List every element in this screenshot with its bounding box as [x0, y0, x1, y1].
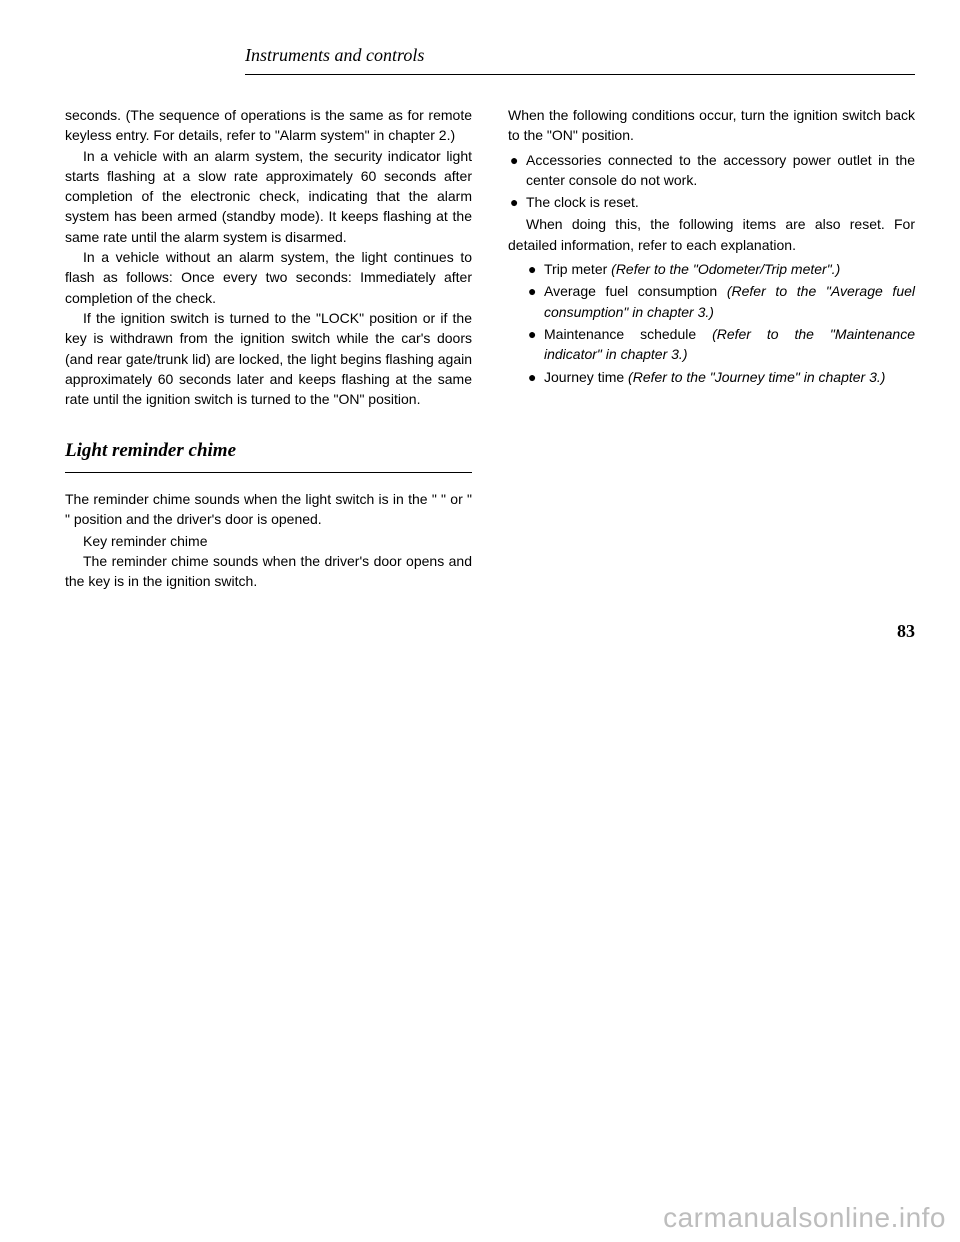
- sub-bullet-text: Trip meter (Refer to the "Odometer/Trip …: [544, 259, 915, 279]
- left-para-2: In a vehicle with an alarm system, the s…: [65, 146, 472, 247]
- sub-bullet-label: Journey time: [544, 369, 628, 385]
- content-columns: seconds. (The sequence of operations is …: [65, 105, 915, 591]
- right-column: When the following conditions occur, tur…: [508, 105, 915, 591]
- page-number: 83: [65, 621, 915, 642]
- sub-bullet-item: ● Average fuel consumption (Refer to the…: [508, 281, 915, 322]
- sub-bullet-label: Average fuel consumption: [544, 283, 727, 299]
- right-lead: When the following conditions occur, tur…: [508, 105, 915, 146]
- sub-bullet-item: ● Journey time (Refer to the "Journey ti…: [508, 367, 915, 387]
- cross-reference: (Refer to the "Journey time" in chapter …: [628, 369, 885, 385]
- bullet-marker-icon: ●: [526, 281, 544, 322]
- page-header: Instruments and controls: [245, 45, 915, 75]
- left-para-1: seconds. (The sequence of operations is …: [65, 105, 472, 146]
- left-para-6: Key reminder chime: [65, 531, 472, 551]
- bullet-marker-icon: ●: [526, 367, 544, 387]
- sub-bullet-text: Maintenance schedule (Refer to the "Main…: [544, 324, 915, 365]
- header-title: Instruments and controls: [245, 45, 915, 66]
- right-note: When doing this, the following items are…: [508, 214, 915, 255]
- bullet-text: The clock is reset.: [526, 192, 915, 212]
- right-bullet-list: ● Accessories connected to the accessory…: [508, 150, 915, 213]
- cross-reference: (Refer to the "Odometer/Trip meter".): [611, 261, 840, 277]
- right-sub-bullet-list: ● Trip meter (Refer to the "Odometer/Tri…: [508, 259, 915, 387]
- sub-bullet-item: ● Maintenance schedule (Refer to the "Ma…: [508, 324, 915, 365]
- left-para-4: If the ignition switch is turned to the …: [65, 308, 472, 409]
- bullet-marker-icon: ●: [508, 192, 526, 212]
- bullet-item: ● Accessories connected to the accessory…: [508, 150, 915, 191]
- bullet-marker-icon: ●: [508, 150, 526, 191]
- bullet-marker-icon: ●: [526, 259, 544, 279]
- left-para-7: The reminder chime sounds when the drive…: [65, 551, 472, 592]
- left-column: seconds. (The sequence of operations is …: [65, 105, 472, 591]
- bullet-item: ● The clock is reset.: [508, 192, 915, 212]
- bullet-marker-icon: ●: [526, 324, 544, 365]
- left-para-5: The reminder chime sounds when the light…: [65, 489, 472, 530]
- sub-bullet-item: ● Trip meter (Refer to the "Odometer/Tri…: [508, 259, 915, 279]
- bullet-text: Accessories connected to the accessory p…: [526, 150, 915, 191]
- sub-bullet-text: Journey time (Refer to the "Journey time…: [544, 367, 915, 387]
- sub-bullet-text: Average fuel consumption (Refer to the "…: [544, 281, 915, 322]
- sub-bullet-label: Trip meter: [544, 261, 611, 277]
- section-heading: Light reminder chime: [65, 437, 472, 473]
- watermark: carmanualsonline.info: [663, 1202, 946, 1234]
- left-para-3: In a vehicle without an alarm system, th…: [65, 247, 472, 308]
- sub-bullet-label: Maintenance schedule: [544, 326, 712, 342]
